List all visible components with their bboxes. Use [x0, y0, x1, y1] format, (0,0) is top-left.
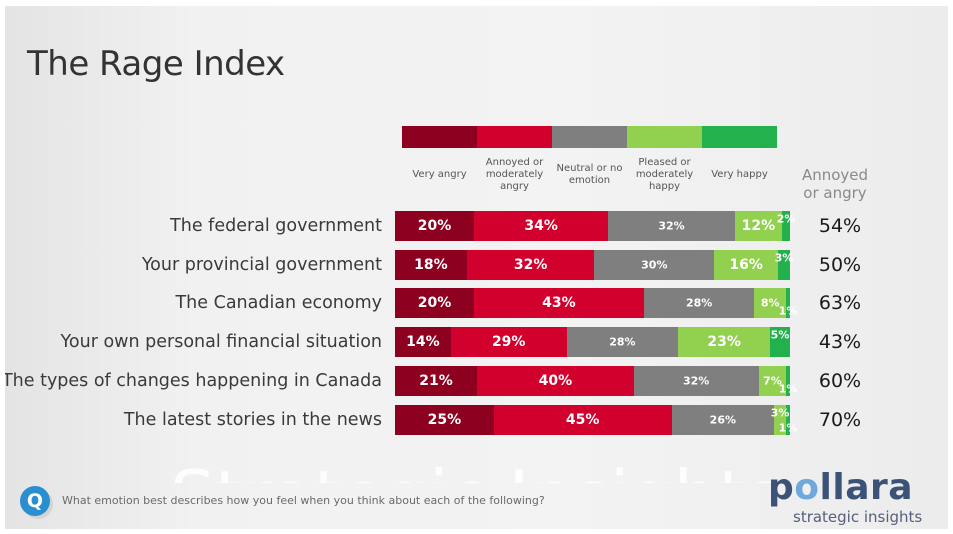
legend-label-pleased-or-moderately-happy: Pleased or moderately happy	[635, 157, 694, 192]
bar-segment-neutral-or-no-emotion	[671, 405, 775, 435]
bar-segment-pleased-or-moderately-happy	[714, 250, 779, 280]
data-label: 25%	[427, 412, 462, 428]
watermark-text: Strategic Insights	[170, 461, 782, 483]
legend-swatch-neutral-or-no-emotion	[552, 126, 627, 148]
data-label: 20%	[417, 218, 452, 234]
bar-segment-annoyed-or-moderately-angry	[493, 405, 672, 435]
legend-label-very-angry: Very angry	[412, 169, 467, 180]
legend-label-annoyed-or-moderately-angry: Annoyed or moderately angry	[485, 157, 544, 192]
totals-header: Annoyed or angry	[801, 166, 869, 202]
data-label: 45%	[565, 412, 600, 428]
data-label: 32%	[658, 219, 685, 233]
bar-segment-neutral-or-no-emotion	[633, 366, 759, 396]
bar-segment-neutral-or-no-emotion	[594, 250, 715, 280]
category-label: The types of changes happening in Canada	[5, 371, 382, 391]
bar-segment-very-happy	[778, 250, 790, 280]
bar-segment-annoyed-or-moderately-angry	[466, 250, 595, 280]
bar-segment-pleased-or-moderately-happy	[774, 405, 787, 435]
data-label: 28%	[609, 335, 636, 349]
bar-segment-pleased-or-moderately-happy	[734, 211, 783, 241]
bar-segment-neutral-or-no-emotion	[608, 211, 735, 241]
bar-segment-annoyed-or-moderately-angry	[477, 366, 634, 396]
category-label: The latest stories in the news	[123, 410, 382, 430]
bar-segment-very-happy	[786, 366, 790, 396]
bar-segment-neutral-or-no-emotion	[643, 288, 755, 318]
data-label: 2%	[776, 212, 796, 226]
data-label: 28%	[685, 296, 713, 310]
data-label: 14%	[406, 334, 440, 350]
total-annoyed-or-angry: 63%	[818, 292, 862, 314]
data-label: 3%	[774, 251, 794, 265]
data-label: 32%	[682, 374, 710, 388]
data-label: 34%	[524, 218, 558, 234]
category-label: Your provincial government	[141, 255, 382, 275]
logo-tagline: strategic insights	[793, 508, 923, 526]
bar-segment-neutral-or-no-emotion	[566, 327, 679, 357]
total-annoyed-or-angry: 54%	[818, 215, 862, 237]
bar-segment-annoyed-or-moderately-angry	[450, 327, 567, 357]
slide-title: The Rage Index	[27, 44, 285, 84]
data-label: 21%	[419, 373, 453, 389]
bar-segment-very-angry	[395, 327, 451, 357]
data-label: 32%	[513, 257, 548, 273]
slide: The Rage Index Very angry Annoyed or mode…	[5, 6, 948, 529]
data-label: 26%	[709, 413, 737, 427]
data-label: 16%	[729, 257, 763, 273]
data-label: 3%	[770, 406, 790, 420]
data-label: 30%	[641, 258, 668, 272]
data-label: 7%	[763, 374, 782, 388]
bar-segment-very-happy	[782, 211, 790, 241]
data-label: 5%	[770, 328, 790, 342]
bar-segment-very-happy	[786, 405, 790, 435]
total-annoyed-or-angry: 60%	[818, 370, 862, 392]
data-label: 18%	[414, 257, 448, 273]
legend-label-very-happy: Very happy	[711, 169, 768, 180]
total-annoyed-or-angry: 50%	[818, 254, 862, 276]
category-label: Your own personal financial situation	[60, 332, 382, 352]
bar-segment-very-angry	[395, 405, 494, 435]
total-annoyed-or-angry: 70%	[818, 409, 862, 431]
legend-swatch-pleased-or-moderately-happy	[627, 126, 702, 148]
legend-swatch-annoyed-or-moderately-angry	[477, 126, 552, 148]
logo-p: p	[768, 467, 795, 508]
bar-segment-very-angry	[395, 211, 474, 241]
legend-swatch-very-happy	[702, 126, 777, 148]
question-icon: Q	[20, 486, 50, 516]
data-label: 1%	[778, 304, 798, 318]
data-label: 29%	[491, 334, 526, 350]
bar-segment-annoyed-or-moderately-angry	[474, 288, 644, 318]
bar-segment-very-angry	[395, 250, 467, 280]
bar-segment-annoyed-or-moderately-angry	[474, 211, 609, 241]
data-label: 1%	[778, 382, 798, 396]
bar-segment-pleased-or-moderately-happy	[754, 288, 787, 318]
bar-segment-very-angry	[395, 288, 474, 318]
bar-segment-very-happy	[770, 327, 790, 357]
legend-swatch-very-angry	[402, 126, 477, 148]
legend-label-neutral-or-no-emotion: Neutral or no emotion	[556, 163, 623, 186]
data-label: 40%	[538, 373, 573, 389]
category-label: The Canadian economy	[175, 293, 382, 313]
bar-segment-very-angry	[395, 366, 478, 396]
data-label: 1%	[778, 421, 798, 435]
data-label: 43%	[542, 295, 576, 311]
bar-segment-pleased-or-moderately-happy	[678, 327, 771, 357]
bar-segment-very-happy	[786, 288, 790, 318]
category-label: The federal government	[170, 216, 382, 236]
data-label: 23%	[707, 334, 741, 350]
bar-segment-pleased-or-moderately-happy	[758, 366, 787, 396]
data-label: 12%	[741, 218, 776, 234]
logo-rest: llara	[819, 467, 914, 508]
survey-question: What emotion best describes how you feel…	[62, 494, 545, 507]
data-label: 8%	[760, 296, 780, 310]
total-annoyed-or-angry: 43%	[818, 331, 862, 353]
data-label: 20%	[417, 295, 452, 311]
logo-o-icon: o	[794, 467, 820, 508]
pollara-logo: pollara	[768, 468, 913, 508]
